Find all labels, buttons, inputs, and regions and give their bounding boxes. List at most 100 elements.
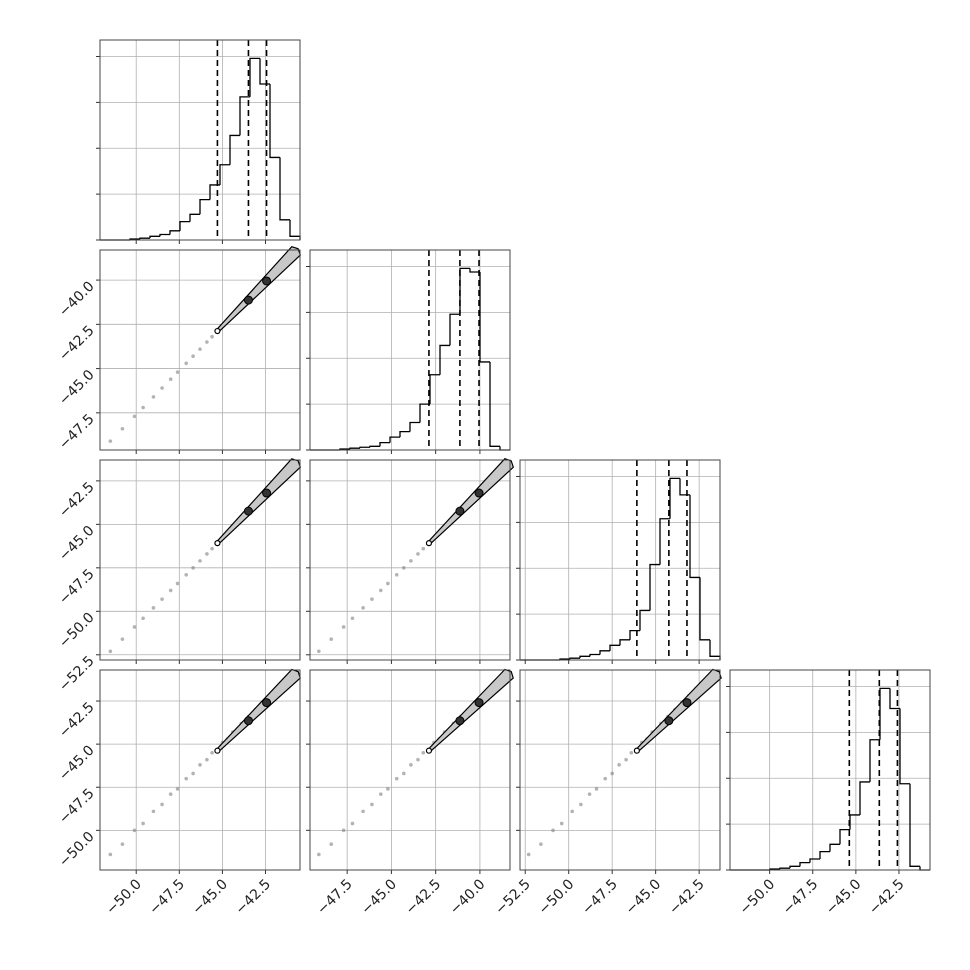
sample-point	[210, 334, 214, 339]
hist-step	[469, 268, 480, 273]
x-tick-label: −45.0	[823, 876, 865, 918]
sample-point	[160, 386, 164, 390]
sample-point	[421, 750, 426, 755]
hist-step	[199, 198, 210, 215]
hist-step	[649, 563, 660, 611]
x-tick-label: −42.5	[403, 876, 445, 918]
sample-point	[394, 776, 399, 781]
x-tick-label: −42.5	[233, 876, 275, 918]
hist-step	[179, 221, 190, 231]
sample-point	[361, 809, 365, 814]
contour	[427, 668, 514, 753]
sample-point	[191, 566, 195, 570]
panel-frame	[99, 249, 301, 451]
y-tick-label: −47.5	[56, 411, 98, 453]
hist-step	[499, 446, 510, 451]
contour	[634, 668, 722, 753]
sample-point	[205, 757, 209, 762]
sample-point	[198, 559, 202, 563]
hist-step	[689, 494, 700, 579]
hist-step	[409, 421, 420, 432]
hist-step	[569, 657, 580, 660]
x-tick-label: −52.5	[492, 876, 534, 918]
panel-frame	[99, 459, 301, 661]
hist-step	[599, 650, 610, 655]
sample-point	[416, 552, 420, 556]
sample-point	[210, 546, 214, 551]
hist-step	[369, 445, 380, 448]
hist-step	[799, 862, 810, 867]
sample-point	[168, 792, 173, 796]
sample-point	[205, 552, 209, 556]
sample-point	[559, 821, 564, 826]
contour-tip	[425, 540, 433, 547]
sample-point	[409, 559, 413, 563]
hist-step	[449, 313, 460, 346]
contour-core	[243, 295, 253, 305]
sample-point	[329, 842, 334, 846]
sample-point	[132, 828, 137, 833]
y-tick-label: −40.0	[56, 278, 98, 320]
sample-point	[350, 821, 355, 826]
hist-step	[379, 442, 390, 447]
y-tick-label: −50.0	[56, 610, 98, 652]
sample-point	[402, 771, 406, 776]
hist-step	[849, 814, 860, 830]
x-tick-label: −42.5	[666, 876, 708, 918]
sample-point	[141, 821, 145, 826]
contour-core	[474, 698, 484, 708]
sample-point	[184, 361, 189, 366]
sample-point	[378, 588, 383, 593]
y-tick-label: −50.0	[56, 829, 98, 871]
hist-step	[809, 858, 820, 863]
sample-point	[341, 625, 346, 629]
sample-point	[151, 606, 156, 610]
contour	[215, 246, 302, 333]
hist-step	[389, 436, 400, 443]
sample-point	[160, 597, 164, 601]
sample-point	[205, 340, 209, 344]
hist-step	[819, 851, 830, 859]
sample-point	[378, 792, 383, 796]
hist-step	[139, 237, 150, 240]
sample-point	[108, 439, 113, 443]
hist-step	[359, 446, 370, 449]
y-tick-label: −45.0	[56, 742, 98, 784]
sample-point	[141, 405, 145, 410]
hist-step	[489, 361, 500, 447]
hist-step	[869, 739, 880, 782]
sample-point	[120, 426, 125, 431]
hist-step	[679, 478, 690, 496]
hist-step	[419, 403, 430, 423]
sample-point	[361, 606, 365, 610]
hist-step	[839, 828, 850, 845]
sample-point	[141, 616, 145, 621]
x-tick-label: −50.0	[737, 876, 779, 918]
y-tick-label: −52.5	[56, 653, 98, 695]
sample-point	[587, 792, 592, 796]
sample-point	[168, 588, 173, 593]
contour-tip	[425, 747, 433, 754]
hist-step	[709, 639, 721, 660]
hist-step	[169, 230, 180, 235]
panel-frame	[309, 249, 511, 451]
sample-point	[370, 802, 374, 807]
sample-point	[329, 637, 334, 641]
sample-point	[184, 572, 189, 577]
contour-core	[243, 716, 253, 726]
hist-step	[609, 644, 620, 651]
contour-tip	[633, 747, 640, 754]
hist-step	[919, 866, 930, 871]
panel-frame	[309, 669, 511, 871]
hist-step	[149, 235, 160, 239]
hist-step	[619, 639, 630, 646]
y-tick-label: −47.5	[56, 566, 98, 608]
sample-point	[594, 787, 599, 791]
sample-point	[108, 649, 113, 654]
x-tick-label: −47.5	[780, 876, 822, 918]
panel-frame	[99, 39, 301, 241]
hist-step	[459, 267, 470, 315]
sample-point	[629, 750, 634, 755]
hist-step	[779, 867, 790, 870]
hist-step	[229, 134, 240, 165]
